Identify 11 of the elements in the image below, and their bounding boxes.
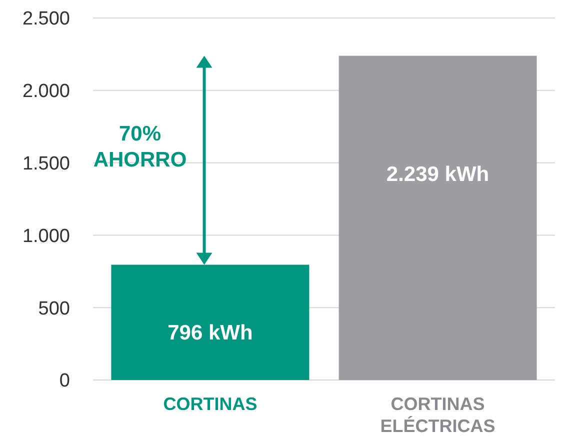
data-label: 2.239 kWh — [386, 163, 490, 186]
x-tick-label: CORTINAS ELÉCTRICAS — [380, 394, 496, 436]
y-tick-label: 0 — [59, 370, 70, 392]
y-tick-label: 1.000 — [22, 226, 70, 247]
y-tick-label: 500 — [38, 298, 70, 320]
data-label: 796 kWh — [168, 322, 253, 345]
y-tick-label: 2.000 — [22, 81, 70, 102]
y-tick-label: 2.500 — [22, 8, 70, 30]
annotation: 70% AHORRO — [93, 122, 187, 172]
y-tick-label: 1.500 — [22, 153, 70, 174]
x-tick-label: CORTINAS — [163, 394, 258, 414]
